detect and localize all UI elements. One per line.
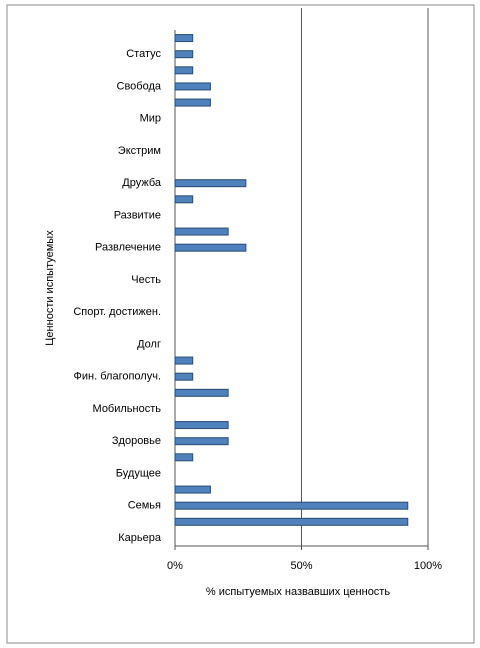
y-tick-label: Фин. благополуч. (74, 371, 161, 383)
y-tick-label: Долг (137, 338, 161, 350)
y-tick-label: Мир (140, 113, 161, 125)
y-tick-label: Здоровье (112, 435, 161, 447)
bar (174, 437, 229, 446)
bar (174, 453, 194, 462)
y-tick-label: Дружба (122, 177, 162, 189)
bar (174, 34, 194, 43)
bar (174, 356, 194, 365)
bar (174, 227, 229, 236)
bar (174, 66, 194, 75)
y-tick-label: Развитие (114, 209, 161, 221)
bar (174, 485, 211, 494)
y-tick-label: Семья (128, 500, 161, 512)
bar (174, 179, 247, 188)
y-tick-label: Мобильность (93, 403, 162, 415)
x-tick-label: 0% (167, 560, 183, 572)
bar (174, 195, 194, 204)
bar (174, 517, 409, 526)
y-tick-label: Развлечение (95, 242, 161, 254)
bar (174, 421, 229, 430)
x-tick-label: 50% (290, 560, 312, 572)
x-axis-title: % испытуемых назвавших ценность (206, 586, 390, 598)
bar (174, 98, 211, 107)
bar (174, 388, 229, 397)
chart-frame (6, 4, 475, 644)
bar (174, 372, 194, 381)
y-tick-label: Спорт. достижен. (73, 306, 161, 318)
y-tick-label: Экстрим (118, 145, 161, 157)
y-tick-label: Честь (131, 274, 161, 286)
bar (174, 50, 194, 59)
y-tick-label: Статус (126, 48, 161, 60)
bar (174, 82, 211, 91)
y-axis-title: Ценности испытуемых (44, 230, 56, 346)
x-tick-label: 100% (414, 560, 442, 572)
y-tick-label: Карьера (118, 532, 162, 544)
bar (174, 501, 409, 510)
y-tick-label: Будущее (116, 467, 161, 479)
y-tick-label: Свобода (117, 80, 162, 92)
bar (174, 243, 247, 252)
